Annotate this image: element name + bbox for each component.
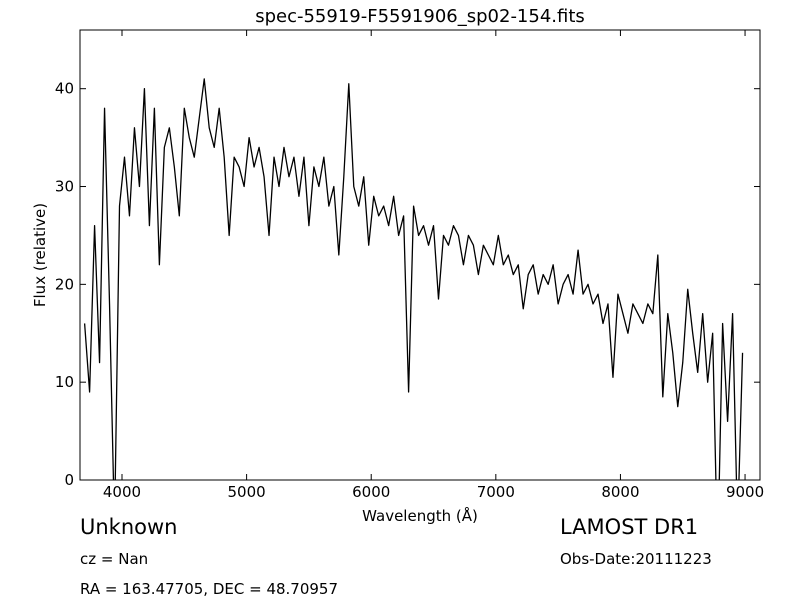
y-tick-label: 30	[55, 178, 74, 196]
x-tick-label: 8000	[601, 483, 639, 501]
y-tick-label: 40	[55, 80, 74, 98]
annotation: Obs-Date:20111223	[560, 550, 712, 568]
y-axis-label: Flux (relative)	[31, 203, 49, 307]
y-tick-label: 10	[55, 373, 74, 391]
x-tick-label: 5000	[228, 483, 266, 501]
plot-frame	[79, 29, 761, 481]
annotation: Unknown	[80, 515, 177, 539]
x-tick-label: 6000	[352, 483, 390, 501]
x-tick-label: 7000	[477, 483, 515, 501]
y-tick-label: 20	[55, 275, 74, 293]
annotation: LAMOST DR1	[560, 515, 698, 539]
spectrum-line	[83, 78, 744, 480]
annotation: RA = 163.47705, DEC = 48.70957	[80, 580, 338, 598]
y-tick-label: 0	[64, 471, 74, 489]
plot-area	[83, 78, 744, 480]
x-axis-label: Wavelength (Å)	[362, 506, 478, 525]
x-tick-label: 9000	[726, 483, 764, 501]
x-tick-label: 4000	[103, 483, 141, 501]
chart-title: spec-55919-F5591906_sp02-154.fits	[255, 6, 585, 27]
annotation: cz = Nan	[80, 550, 148, 568]
